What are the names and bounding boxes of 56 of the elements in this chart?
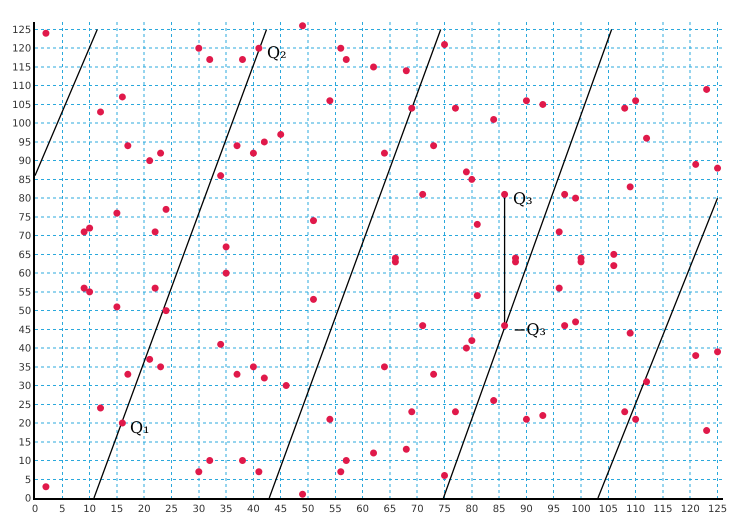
x-tick-label: 25: [165, 504, 178, 515]
annotation: −Q₃: [513, 320, 546, 339]
x-tick-label: 35: [220, 504, 232, 515]
y-tick-label: 105: [12, 100, 32, 111]
y-tick-label: 120: [12, 44, 32, 55]
y-tick-label: 20: [18, 418, 32, 430]
y-tick-label: 50: [18, 306, 32, 318]
annotation: Q₃: [513, 189, 533, 208]
x-tick-label: 115: [653, 504, 672, 515]
y-tick-label: 85: [18, 174, 32, 186]
y-tick-label: 55: [18, 287, 32, 298]
y-tick-label: 15: [18, 437, 32, 448]
y-tick-label: 65: [18, 250, 32, 261]
y-tick-label: 45: [18, 324, 32, 336]
y-tick-label: 75: [18, 212, 32, 224]
y-tick-label: 90: [18, 156, 32, 168]
x-tick-label: 85: [492, 504, 506, 515]
y-tick-label: 100: [12, 118, 32, 130]
x-tick-label: 10: [83, 504, 96, 515]
x-tick-label: 0: [32, 504, 38, 515]
y-tick-label: 5: [24, 474, 32, 486]
y-tick-label: 25: [18, 400, 32, 411]
y-tick-label: 40: [18, 344, 32, 355]
x-tick-label: 70: [410, 504, 424, 515]
x-tick-label: 40: [247, 504, 260, 515]
x-tick-label: 30: [192, 504, 206, 515]
annotation: Q₁: [130, 418, 150, 437]
x-tick-label: 80: [465, 504, 478, 515]
x-tick-label: 125: [708, 504, 728, 515]
y-tick-label: 80: [18, 194, 32, 205]
x-tick-label: 95: [547, 504, 560, 515]
y-tick-label: 70: [18, 231, 32, 242]
y-tick-label: 115: [12, 62, 32, 74]
x-tick-label: 55: [328, 504, 342, 515]
y-tick-label: 95: [18, 137, 32, 148]
y-tick-label: 125: [12, 25, 32, 36]
x-tick-label: 5: [59, 504, 66, 515]
x-tick-label: 120: [680, 504, 700, 515]
y-tick-label: 35: [18, 362, 32, 374]
x-tick-label: 105: [598, 504, 618, 515]
x-tick-label: 60: [356, 504, 369, 515]
y-tick-label: 110: [12, 81, 32, 92]
x-tick-label: 100: [571, 504, 591, 515]
x-tick-label: 20: [138, 504, 151, 515]
annotation: Q₂: [267, 43, 287, 62]
x-tick-label: 110: [626, 504, 646, 515]
x-tick-label: 50: [302, 504, 314, 515]
y-tick-label: 10: [18, 456, 32, 468]
y-tick-label: 30: [18, 381, 32, 392]
x-tick-label: 75: [438, 504, 451, 515]
x-tick-label: 65: [384, 504, 396, 515]
y-tick-label: 60: [18, 268, 32, 280]
x-tick-label: 15: [110, 504, 124, 515]
x-tick-label: 45: [274, 504, 288, 515]
x-tick-label: 90: [520, 504, 533, 515]
y-tick-label: 0: [24, 494, 32, 504]
